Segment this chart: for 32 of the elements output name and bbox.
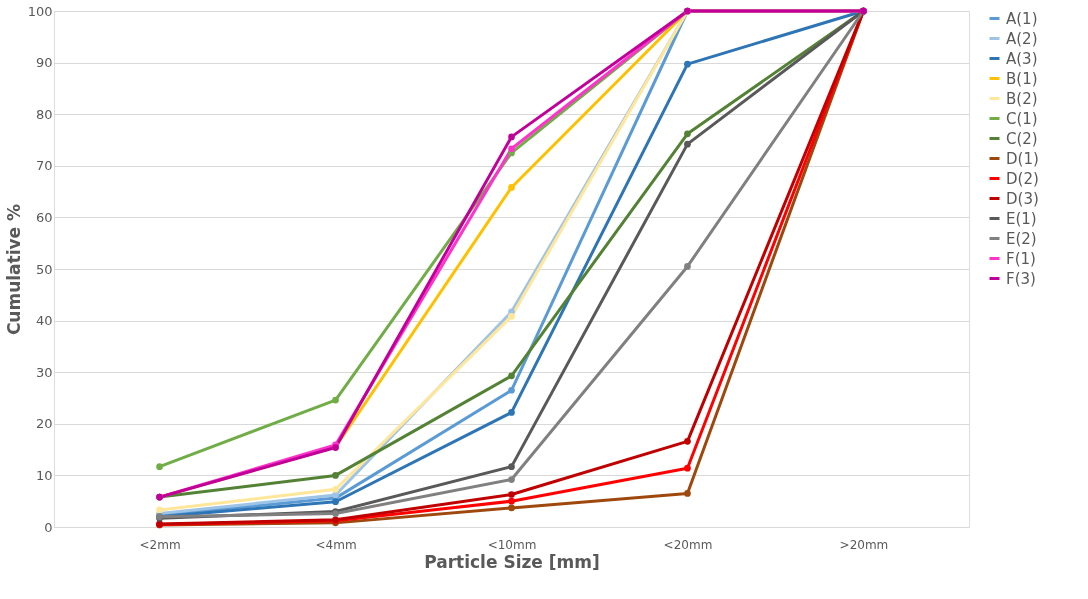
x-tick-label: <10mm: [487, 537, 537, 552]
x-tick-label: <20mm: [663, 537, 713, 552]
y-tick-label: 10: [35, 467, 53, 483]
y-tick-label: 0: [44, 519, 53, 535]
legend-label: C(2): [1006, 129, 1038, 148]
legend-label: A(3): [1006, 49, 1038, 68]
legend-label: D(1): [1006, 149, 1039, 168]
legend-label: E(2): [1006, 229, 1037, 248]
x-axis-title: Particle Size [mm]: [424, 551, 600, 572]
x-tick-label: <2mm: [139, 537, 181, 552]
legend-label: F(3): [1006, 269, 1036, 288]
x-tick-label: >20mm: [839, 537, 889, 552]
legend-label: D(3): [1006, 189, 1039, 208]
legend-label: E(1): [1006, 209, 1037, 228]
y-tick-label: 80: [35, 106, 53, 122]
y-tick-label: 20: [35, 416, 53, 432]
y-tick-label: 100: [27, 3, 53, 19]
y-tick-label: 50: [35, 261, 53, 277]
legend-label: A(1): [1006, 9, 1038, 28]
y-tick-label: 70: [35, 158, 53, 174]
y-tick-label: 60: [35, 209, 53, 225]
x-tick-label: <4mm: [315, 537, 357, 552]
legend-label: C(1): [1006, 109, 1038, 128]
y-tick-label: 30: [35, 364, 53, 380]
legend-label: A(2): [1006, 29, 1038, 48]
legend-label: B(1): [1006, 69, 1038, 88]
y-tick-label: 40: [35, 313, 53, 329]
legend-label: F(1): [1006, 249, 1036, 268]
legend-label: D(2): [1006, 169, 1039, 188]
y-axis-title: Cumulative %: [3, 203, 24, 336]
y-tick-label: 90: [35, 55, 53, 71]
legend-label: B(2): [1006, 89, 1038, 108]
